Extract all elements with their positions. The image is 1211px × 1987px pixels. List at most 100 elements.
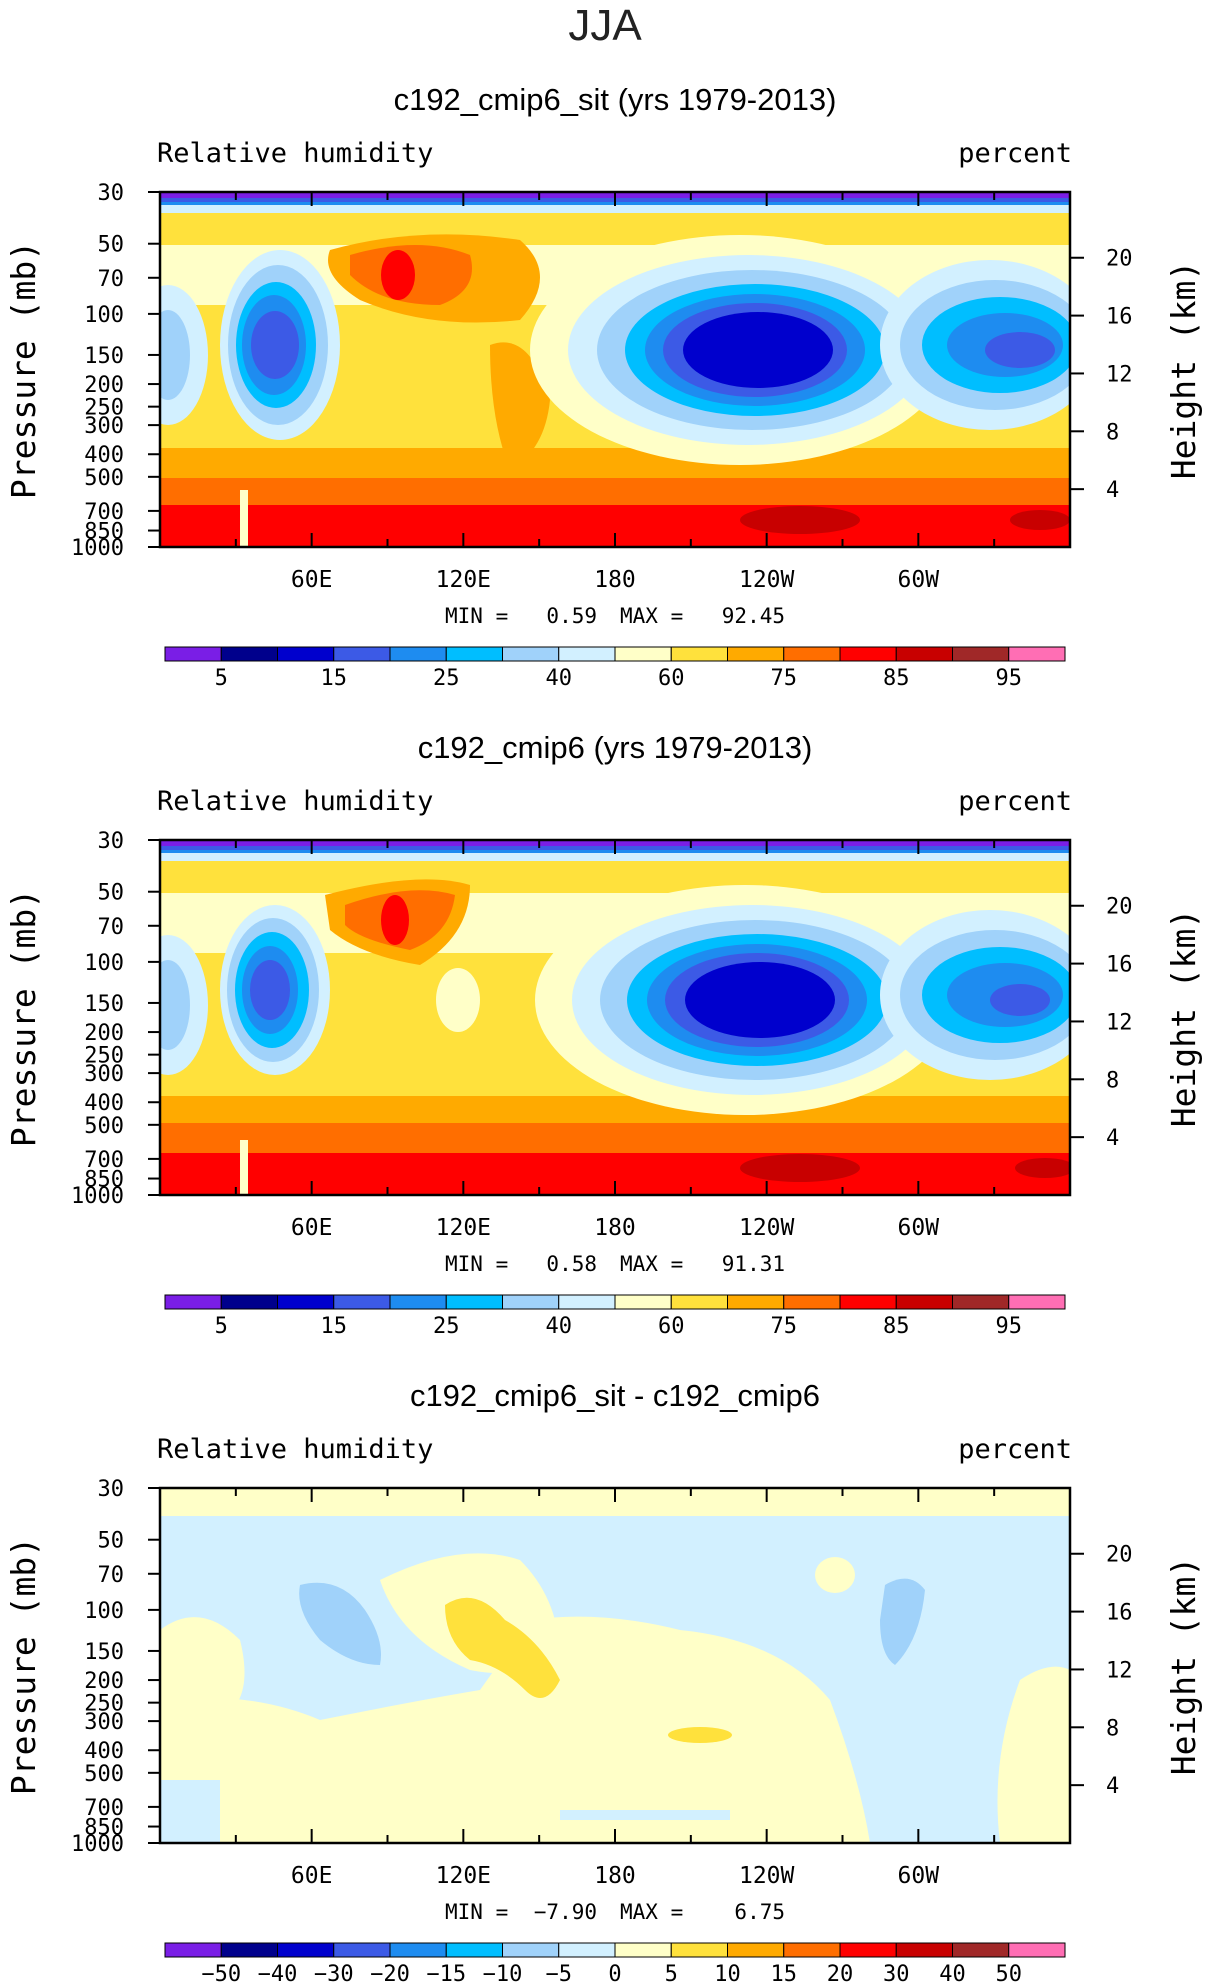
colorbar-label: 75 xyxy=(771,1314,798,1339)
blob-east-pacific-dry xyxy=(685,962,835,1038)
y-tick-label: 30 xyxy=(98,1477,125,1502)
y-tick-label: 100 xyxy=(84,303,124,328)
panel-1-min-value: 0.59 xyxy=(546,604,597,628)
colorbar-label: 60 xyxy=(658,1314,685,1339)
y-tick-label: 70 xyxy=(98,267,125,292)
y-tick-label: 300 xyxy=(84,1062,124,1087)
colorbar-label: 50 xyxy=(996,1962,1023,1987)
colorbar-label: 60 xyxy=(658,666,685,691)
colorbar-label: −5 xyxy=(546,1962,573,1987)
colorbar-swatch xyxy=(277,646,335,662)
panel-1-left-label: Relative humidity xyxy=(157,138,433,169)
colorbar-swatch xyxy=(614,1294,672,1310)
blob-surface-darkred-2 xyxy=(1010,510,1070,530)
colorbar-label: 40 xyxy=(546,1314,573,1339)
x-tick-label: 120E xyxy=(436,1215,491,1241)
blob-indian-dry xyxy=(250,960,290,1020)
diff-left-positive xyxy=(160,1617,245,1720)
y2-tick-label: 16 xyxy=(1106,1601,1133,1626)
panel-2-colorbar: 5 15 25 40 60 75 85 95 xyxy=(164,1294,1066,1339)
colorbar-label: 40 xyxy=(939,1962,966,1987)
x-tick-label: 180 xyxy=(594,1215,636,1241)
blob-surface-darkred xyxy=(740,506,860,534)
blob-mid-lightyellow xyxy=(436,968,480,1032)
y-tick-label: 250 xyxy=(84,1692,124,1717)
panel-3-ylabel: Pressure (mb) xyxy=(4,1537,43,1795)
y-tick-label: 300 xyxy=(84,1710,124,1735)
y-tick-label: 200 xyxy=(84,1021,124,1046)
blob-atlantic-dry xyxy=(985,332,1055,368)
diff-spot-positive xyxy=(668,1727,732,1743)
y2-tick-label: 12 xyxy=(1106,362,1133,387)
colorbar-swatch xyxy=(1008,1942,1066,1958)
panel-3-right-label: percent xyxy=(958,1434,1072,1465)
colorbar-label: 20 xyxy=(827,1962,854,1987)
colorbar-swatch xyxy=(727,1294,785,1310)
band-tropopause xyxy=(160,853,1070,861)
colorbar-label: 95 xyxy=(996,666,1023,691)
y-tick-label: 500 xyxy=(84,466,124,491)
y-tick-label: 500 xyxy=(84,1114,124,1139)
panel-2-ylabel: Pressure (mb) xyxy=(4,889,43,1147)
panel-3-left-label: Relative humidity xyxy=(157,1434,433,1465)
diff-right-positive xyxy=(997,1666,1070,1843)
colorbar-swatch xyxy=(220,1942,278,1958)
x-tick-label: 60E xyxy=(291,1215,333,1241)
y-tick-label: 400 xyxy=(84,1739,124,1764)
colorbar-label: 25 xyxy=(433,1314,460,1339)
colorbar-label: 85 xyxy=(883,666,910,691)
colorbar-swatch xyxy=(839,1942,897,1958)
diff-mid-positive-strong xyxy=(445,1597,560,1698)
y-tick-label: 150 xyxy=(84,344,124,369)
y-tick-label: 50 xyxy=(98,881,125,906)
y-tick-label: 1000 xyxy=(71,1184,124,1209)
x-tick-label: 60W xyxy=(898,1215,940,1241)
blob-surface-darkred-2 xyxy=(1015,1158,1070,1178)
colorbar-label: 15 xyxy=(321,666,348,691)
band-lower-amber xyxy=(160,448,1070,478)
y-tick-label: 500 xyxy=(84,1762,124,1787)
panel-3-min-value: −7.90 xyxy=(534,1900,597,1924)
y-tick-label: 700 xyxy=(84,500,124,525)
colorbar-swatch xyxy=(389,646,447,662)
panel-1-ylabel: Pressure (mb) xyxy=(4,241,43,499)
y-tick-label: 850 xyxy=(84,520,124,545)
y-tick-label: 700 xyxy=(84,1148,124,1173)
colorbar-swatch xyxy=(952,646,1010,662)
colorbar-label: 10 xyxy=(714,1962,741,1987)
colorbar-swatch xyxy=(727,646,785,662)
panel-2-right-label: percent xyxy=(958,786,1072,817)
colorbar-swatch xyxy=(670,646,728,662)
diff-east-negative xyxy=(880,1578,925,1665)
colorbar-swatch xyxy=(389,1942,447,1958)
colorbar-swatch xyxy=(558,1294,616,1310)
colorbar-label: 5 xyxy=(665,1962,678,1987)
colorbar-swatch xyxy=(164,646,222,662)
colorbar-swatch xyxy=(333,646,391,662)
blob-atlantic-dry xyxy=(990,984,1050,1016)
colorbar-swatch xyxy=(558,1942,616,1958)
y-tick-label: 1000 xyxy=(71,1832,124,1857)
colorbar-label: 5 xyxy=(215,666,228,691)
panel-3-title: c192_cmip6_sit - c192_cmip6 xyxy=(410,1378,820,1413)
colorbar-swatch xyxy=(164,1294,222,1310)
colorbar-swatch xyxy=(895,646,953,662)
colorbar-label: −30 xyxy=(314,1962,354,1987)
y-tick-label: 200 xyxy=(84,1669,124,1694)
y2-tick-label: 4 xyxy=(1106,478,1119,503)
colorbar-swatch xyxy=(220,1294,278,1310)
panel-1: c192_cmip6_sit (yrs 1979-2013) Relative … xyxy=(4,82,1203,691)
x-tick-label: 60W xyxy=(898,567,940,593)
panel-2-min-text: MIN = xyxy=(445,1252,508,1276)
colorbar-swatch xyxy=(333,1942,391,1958)
panel-2-left-label: Relative humidity xyxy=(157,786,433,817)
diff-left-column xyxy=(160,1780,220,1843)
y2-tick-label: 20 xyxy=(1106,895,1133,920)
colorbar-swatch xyxy=(614,1942,672,1958)
panel-3: c192_cmip6_sit - c192_cmip6 Relative hum… xyxy=(4,1378,1203,1987)
blob-indian-dry xyxy=(251,311,299,379)
blob-maritime-moist xyxy=(381,250,415,300)
panel-1-field xyxy=(160,192,1070,547)
